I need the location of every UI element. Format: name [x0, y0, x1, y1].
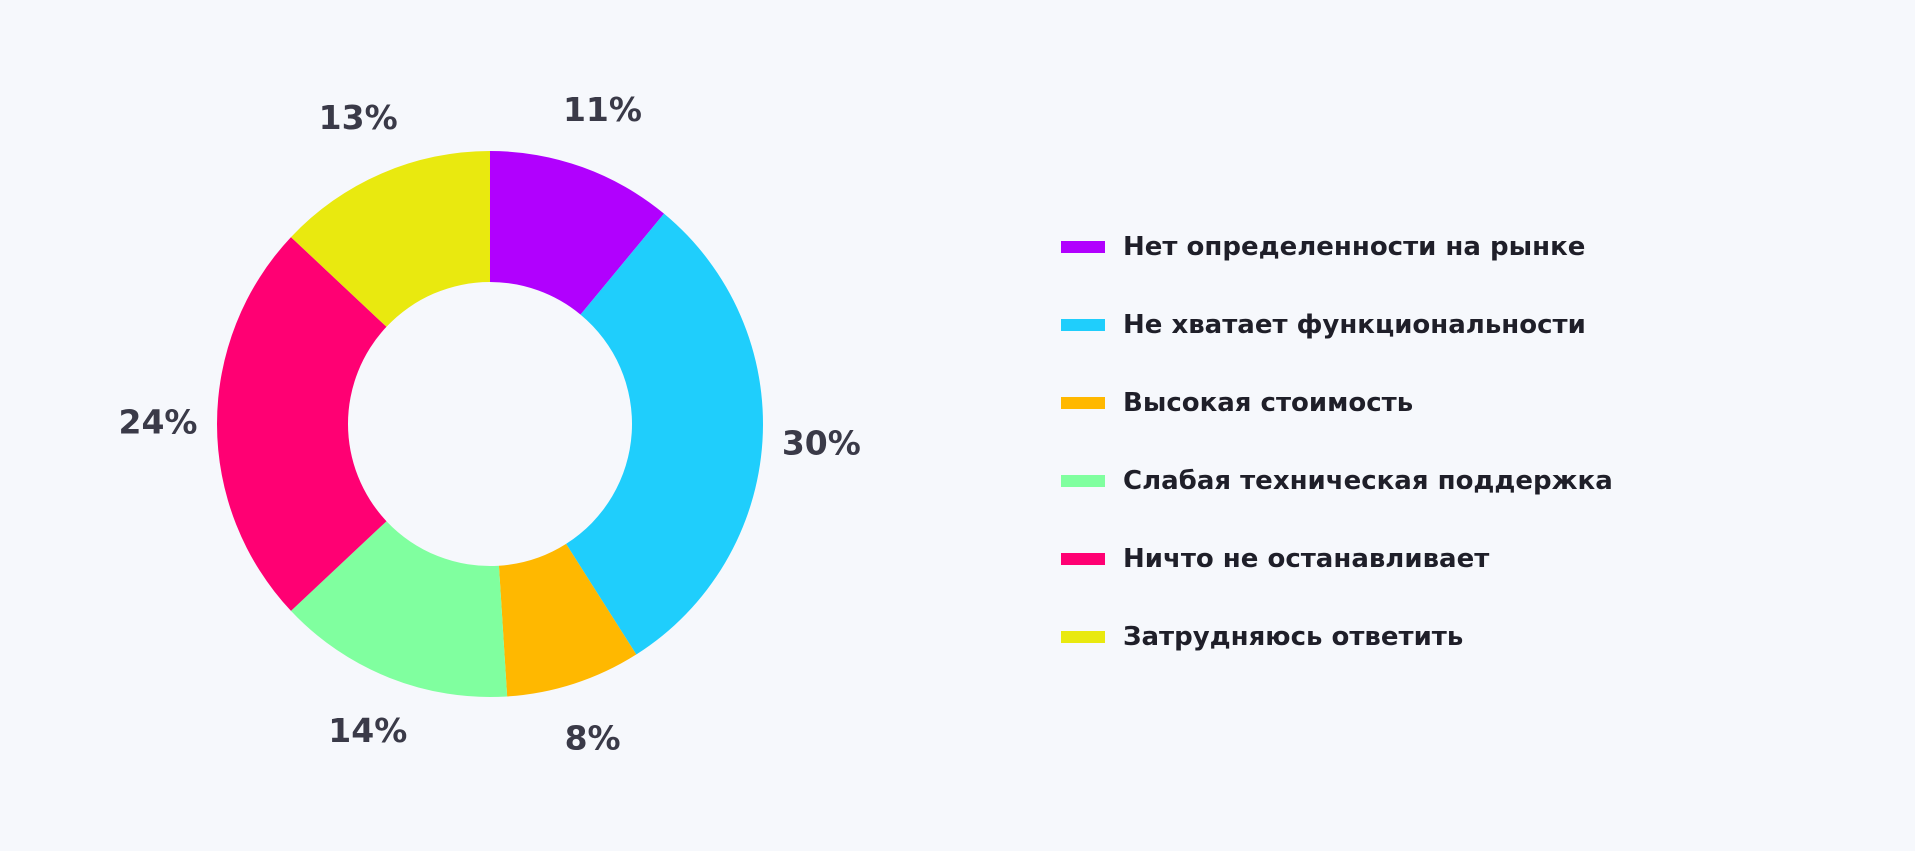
legend-swatch	[1061, 553, 1105, 565]
legend-swatch	[1061, 397, 1105, 409]
donut-slice	[566, 213, 763, 655]
donut-slice	[217, 237, 387, 611]
legend-swatch	[1061, 319, 1105, 331]
legend-item: Слабая техническая поддержка	[1061, 442, 1861, 520]
legend-label: Ничто не останавливает	[1123, 544, 1490, 574]
donut-slice	[290, 151, 490, 327]
legend-label: Слабая техническая поддержка	[1123, 466, 1613, 496]
donut-slice	[290, 521, 508, 697]
legend-item: Затрудняюсь ответить	[1061, 598, 1861, 676]
legend-swatch	[1061, 631, 1105, 643]
legend-label: Не хватает функциональности	[1123, 310, 1586, 340]
donut-slice	[490, 151, 665, 315]
slice-value-label: 11%	[563, 90, 642, 129]
legend-item: Не хватает функциональности	[1061, 286, 1861, 364]
legend-item: Нет определенности на рынке	[1061, 208, 1861, 286]
slice-value-label: 8%	[565, 718, 621, 757]
slice-value-label: 24%	[119, 403, 198, 442]
legend-label: Затрудняюсь ответить	[1123, 622, 1464, 652]
legend: Нет определенности на рынке Не хватает ф…	[1061, 208, 1861, 676]
legend-label: Нет определенности на рынке	[1123, 232, 1586, 262]
donut-chart: 11% 30% 8% 14% 24% 13%	[119, 90, 861, 757]
slice-value-label: 13%	[319, 98, 398, 137]
legend-item: Высокая стоимость	[1061, 364, 1861, 442]
donut-slice	[498, 543, 637, 697]
slice-value-label: 30%	[782, 423, 861, 462]
legend-swatch	[1061, 475, 1105, 487]
legend-swatch	[1061, 241, 1105, 253]
legend-label: Высокая стоимость	[1123, 388, 1414, 418]
legend-item: Ничто не останавливает	[1061, 520, 1861, 598]
slice-value-label: 14%	[328, 711, 407, 750]
